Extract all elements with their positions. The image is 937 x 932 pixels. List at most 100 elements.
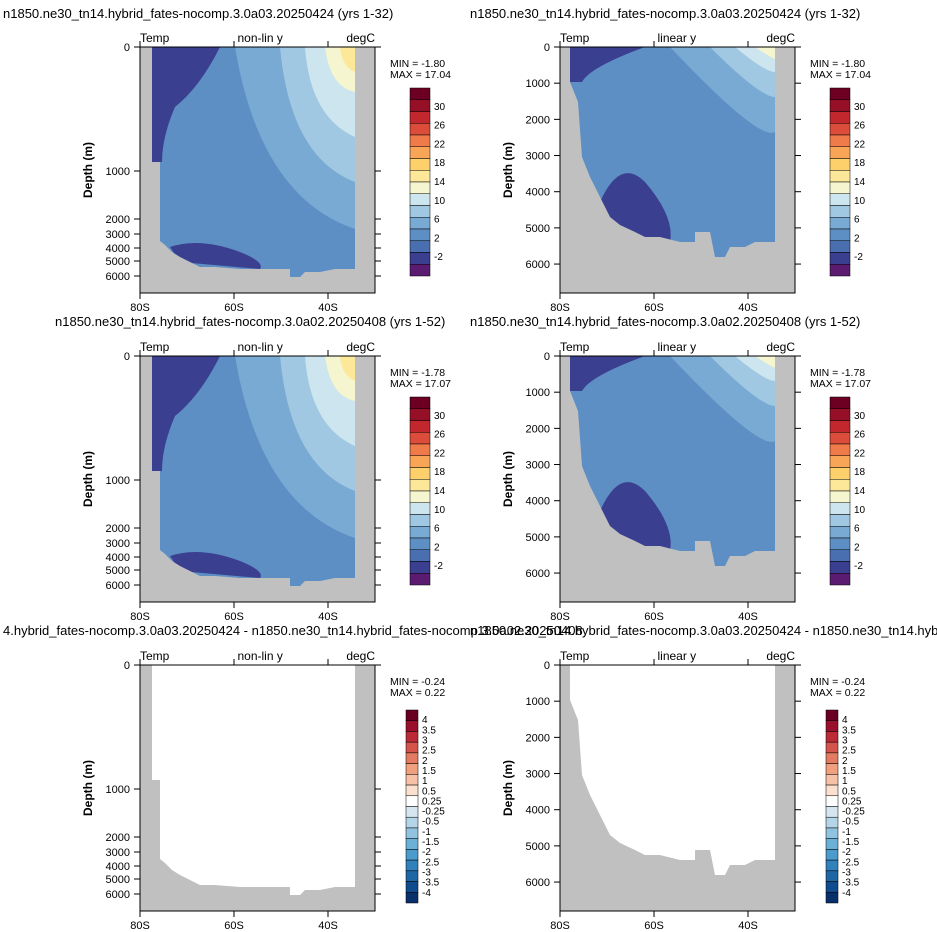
panel-2: Temp linear y degC 0 1000 2000 3000 4000 5000 600…: [501, 31, 871, 314]
header-left: Temp: [560, 31, 590, 45]
y-tick-label: 4000: [526, 805, 550, 817]
y-tick-label: 2000: [526, 114, 550, 126]
y-tick-label: 1000: [106, 475, 130, 487]
header-right: degC: [346, 31, 375, 45]
y-tick-label: 3000: [106, 229, 130, 241]
colorbar-swatch: [829, 490, 851, 503]
header-right: degC: [346, 340, 375, 354]
colorbar-label: -0.25: [422, 807, 445, 818]
colorbar-label: -2: [842, 847, 851, 858]
colorbar-label: 14: [434, 177, 446, 188]
y-tick-label: 1000: [106, 166, 130, 178]
colorbar-label: 14: [854, 486, 866, 497]
colorbar-label: 26: [854, 430, 866, 441]
colorbar-swatch: [409, 479, 431, 492]
colorbar-label: 14: [854, 177, 866, 188]
y-tick-label: 3000: [106, 847, 130, 859]
colorbar-label: -2.5: [422, 857, 440, 868]
land-mask: [560, 47, 795, 293]
colorbar-label: 18: [434, 158, 446, 169]
colorbar-label: 0.25: [842, 796, 862, 807]
y-tick-label: 1000: [526, 387, 550, 399]
colorbar-swatch: [405, 731, 419, 743]
colorbar-swatch: [829, 549, 851, 562]
min-readout: MIN = -0.24: [810, 676, 865, 688]
x-tick-label: 80S: [550, 611, 570, 623]
land-mask: [140, 47, 375, 293]
max-readout: MAX = 17.07: [390, 378, 451, 390]
min-readout: MIN = -1.78: [390, 367, 445, 379]
x-tick-label: 40S: [318, 611, 338, 623]
colorbar-swatch: [409, 134, 431, 147]
colorbar-swatch: [829, 264, 851, 277]
colorbar-swatch: [829, 123, 851, 136]
colorbar-swatch: [825, 741, 839, 754]
colorbar-swatch: [409, 170, 431, 183]
cold-water-region: [570, 356, 671, 551]
colorbar-swatch: [405, 784, 419, 797]
colorbar-label: 26: [434, 430, 446, 441]
colorbar-swatch: [409, 537, 431, 550]
y-tick-label: 0: [544, 660, 550, 672]
colorbar-label: 22: [854, 448, 866, 459]
x-tick-label: 40S: [738, 920, 758, 932]
plot-frame: [559, 46, 796, 294]
land-mask: [140, 665, 375, 911]
y-tick-label: 5000: [106, 565, 130, 577]
colorbar-swatch: [825, 892, 839, 904]
colorbar-swatch: [829, 408, 851, 421]
colorbar-swatch: [409, 490, 431, 503]
colorbar-label: 2: [434, 542, 440, 553]
colorbar-label: 2: [854, 542, 860, 553]
colorbar-swatch: [825, 870, 839, 882]
y-tick-label: 4000: [526, 496, 550, 508]
colorbar-swatch: [409, 408, 431, 421]
plot-frame: [559, 355, 796, 603]
colorbar-label: -1: [422, 827, 431, 838]
plot-frame: [139, 664, 376, 912]
colorbar-swatch: [829, 217, 851, 230]
colorbar-swatch: [829, 396, 851, 409]
colorbar-label: 3: [842, 735, 848, 746]
colorbar-label: 1: [422, 776, 428, 787]
colorbar-swatch: [829, 479, 851, 492]
panel-4: Temp linear y degC 0 1000 2000 3000 4000 5000 600…: [501, 340, 871, 623]
colorbar-swatch: [825, 816, 839, 829]
panel-2-title: n1850.ne30_tn14.hybrid_fates-nocomp.3.0a…: [470, 6, 860, 21]
colorbar-swatch: [829, 514, 851, 527]
colorbar: 43.532.521.510.50.25-0.25-0.5-1-1.5-2-2.…: [825, 709, 865, 904]
colorbar-label: 1.5: [422, 766, 436, 777]
colorbar-label: 0.5: [422, 786, 436, 797]
panel-3-title: n1850.ne30_tn14.hybrid_fates-nocomp.3.0a…: [55, 314, 445, 329]
colorbar-label: -0.25: [842, 807, 865, 818]
colorbar-swatch: [409, 264, 431, 277]
land-mask: [560, 356, 795, 602]
colorbar-swatch: [829, 134, 851, 147]
x-tick-label: 40S: [318, 920, 338, 932]
cold-water-region: [570, 47, 671, 242]
colorbar: 30 26 22 18 14 10 6 2 -2: [409, 87, 446, 277]
colorbar-swatch: [409, 396, 431, 409]
header-center: linear y: [658, 31, 697, 45]
panel-6: Temp linear y degC 0 1000 2000 3000 4000 5000 600…: [501, 649, 865, 932]
x-tick-label: 60S: [644, 302, 664, 314]
y-tick-label: 1000: [526, 696, 550, 708]
colorbar-swatch: [825, 731, 839, 743]
colorbar-swatch: [409, 99, 431, 112]
colorbar-label: 10: [854, 505, 866, 516]
colorbar-swatch: [825, 849, 839, 861]
x-tick-label: 80S: [130, 920, 150, 932]
header-left: Temp: [140, 649, 170, 663]
min-readout: MIN = -1.80: [390, 58, 445, 70]
colorbar-label: 10: [854, 196, 866, 207]
colorbar-label: 22: [434, 448, 446, 459]
colorbar-swatch: [829, 573, 851, 586]
x-tick-label: 60S: [224, 302, 244, 314]
colorbar-swatch: [825, 763, 839, 775]
colorbar-label: 1.5: [842, 766, 856, 777]
plot-frame: [559, 664, 796, 912]
x-tick-label: 80S: [550, 302, 570, 314]
colorbar-swatch: [409, 502, 431, 515]
colorbar-swatch: [829, 455, 851, 468]
colorbar-swatch: [409, 526, 431, 539]
